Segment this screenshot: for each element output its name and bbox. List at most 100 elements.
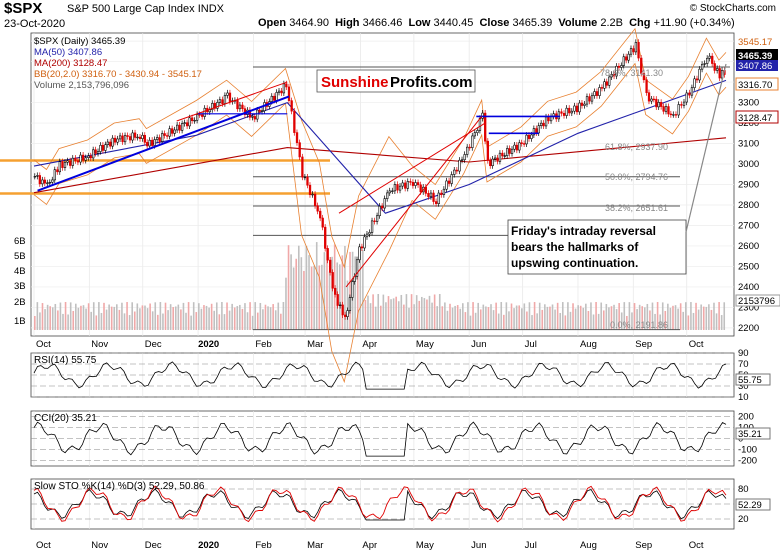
- x-tick-label-bottom: Mar: [307, 540, 323, 551]
- volume-bar: [441, 306, 444, 330]
- candle-body: [535, 128, 538, 134]
- volume-bar: [710, 309, 713, 330]
- volume-bar: [377, 294, 380, 330]
- candle-body: [711, 55, 714, 64]
- x-tick-label-bottom: Sep: [635, 540, 652, 551]
- exchange: INDX: [197, 3, 224, 15]
- volume-bar: [413, 304, 415, 330]
- candle-body: [486, 140, 490, 161]
- fib-label-382: 38.2%, 2651.61: [605, 203, 668, 213]
- volume-bar: [190, 315, 192, 330]
- watermark-box: [316, 69, 476, 93]
- candle-body: [401, 182, 404, 187]
- uptrend-line: [37, 95, 290, 192]
- candle-body: [703, 63, 706, 65]
- candle-body: [513, 144, 516, 150]
- volume-bar: [487, 307, 490, 330]
- candle-body: [251, 116, 254, 118]
- volume-bar: [397, 301, 400, 330]
- credit[interactable]: © StockCharts.com: [689, 3, 776, 14]
- oscillators: [31, 352, 734, 523]
- osc-line: [33, 361, 727, 390]
- volume-bar: [356, 269, 359, 330]
- candle-body: [527, 134, 531, 139]
- candle-body: [489, 160, 492, 167]
- legend-ma50: MA(50) 3407.86: [34, 47, 102, 58]
- volume-bar: [67, 314, 69, 330]
- annotation-line-3: upswing continuation.: [511, 256, 638, 270]
- fib-label-0: 0.0%, 2191.86: [610, 320, 668, 330]
- volume-tick-label: 4B: [14, 266, 26, 277]
- volume-bar: [720, 315, 723, 330]
- volume-bar: [667, 303, 669, 330]
- volume-bar: [123, 313, 126, 330]
- ohlc-row: Open 3464.90 High 3466.46 Low 3440.45 Cl…: [258, 17, 735, 29]
- badge-bb-upper-box: [736, 36, 778, 47]
- candle-body: [427, 193, 430, 198]
- open-value: 3464.90: [289, 17, 329, 29]
- volume-bar: [80, 305, 82, 330]
- volume-bar: [472, 302, 474, 330]
- candle-body: [578, 102, 581, 113]
- candle-body: [455, 169, 459, 172]
- x-tick-label: Jul: [525, 339, 537, 350]
- symbol-title: $SPX: [4, 0, 42, 17]
- volume-bar: [387, 296, 390, 330]
- candle-body: [166, 135, 169, 137]
- candle-body: [275, 92, 278, 101]
- y-tick-label: 2300: [738, 302, 759, 313]
- volume-bar: [34, 316, 36, 330]
- volume-bar: [418, 300, 421, 330]
- candle-body: [632, 48, 635, 53]
- candle-body: [285, 83, 288, 88]
- candle-body: [575, 105, 579, 113]
- candle-body: [637, 42, 640, 59]
- y-tick-label: 2800: [738, 200, 759, 211]
- candle-body: [260, 110, 264, 112]
- candle-body: [256, 109, 259, 120]
- volume-bar: [684, 302, 687, 330]
- volume-bar: [318, 265, 321, 330]
- chart-date: 23-Oct-2020: [4, 18, 66, 30]
- candle-body: [458, 159, 461, 172]
- volume-bar: [428, 295, 431, 330]
- candle-body: [585, 96, 589, 105]
- candle-body: [38, 175, 41, 185]
- candle-body: [590, 95, 594, 102]
- candle-body: [398, 185, 402, 191]
- candle-body: [565, 107, 568, 116]
- volume-value: 2.2B: [600, 17, 623, 29]
- volume-bar: [431, 302, 433, 330]
- volume-bar: [567, 302, 569, 330]
- x-tick-label: Jun: [471, 339, 486, 350]
- legend-volume: Volume 2,153,796,096: [34, 80, 129, 91]
- volume-bars: [34, 242, 726, 330]
- volume-bar: [210, 303, 213, 330]
- candle-body: [43, 179, 46, 184]
- volume-bar: [608, 307, 610, 330]
- volume-bar: [382, 294, 385, 330]
- volume-bar: [92, 302, 95, 330]
- candle-body: [306, 176, 309, 186]
- volume-bar: [531, 315, 533, 330]
- candle-body: [662, 106, 665, 112]
- y-tick-label: 3300: [738, 98, 759, 109]
- candle-body: [718, 68, 721, 79]
- candle-body: [650, 98, 653, 102]
- candle-body: [46, 182, 49, 184]
- legend-bb: BB(20,2.0) 3316.70 - 3430.94 - 3545.17: [34, 69, 202, 80]
- volume-bar: [144, 305, 146, 330]
- candle-body: [133, 132, 137, 138]
- volume-bar: [467, 302, 469, 330]
- volume-label: Volume: [558, 17, 598, 29]
- candle-body: [181, 123, 184, 131]
- candle-body: [87, 155, 90, 159]
- volume-bar: [280, 313, 282, 330]
- volume-bar: [374, 306, 377, 330]
- candle-body: [450, 174, 453, 184]
- candle-body: [409, 181, 412, 183]
- candle-body: [121, 135, 124, 143]
- candle-body: [634, 42, 638, 53]
- volume-bar: [597, 313, 600, 330]
- candle-body: [708, 55, 711, 59]
